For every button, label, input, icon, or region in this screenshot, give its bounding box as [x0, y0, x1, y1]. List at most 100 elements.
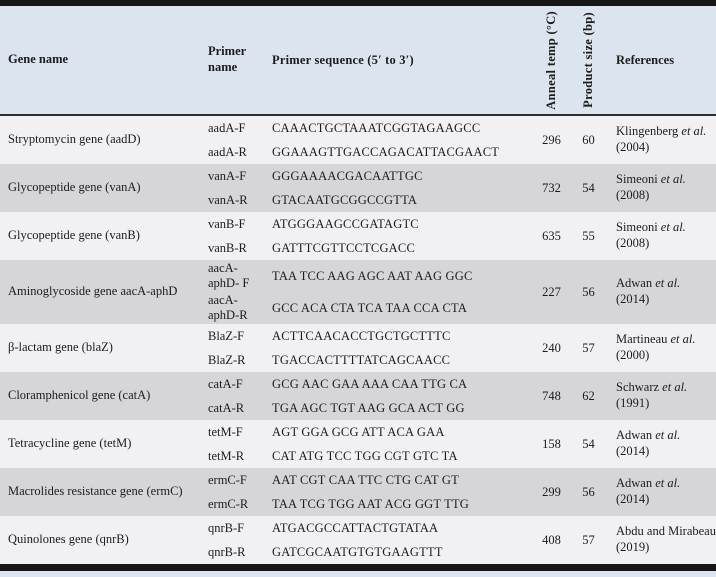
gene-name-cell: Glycopeptide gene (vanB) [8, 228, 140, 243]
primer-sequence: GGAAAGTTGACCAGACATTACGAACT [272, 144, 500, 159]
primer-subrow: ermC-F AAT CGT CAA TTC CTG CAT GT [205, 468, 533, 492]
primer-name: ermC-R [208, 496, 249, 511]
primer-name: BlaZ-R [208, 352, 246, 367]
reference-cell: Simeoni et al. (2008) [607, 164, 716, 212]
reference-etal: et al. [655, 276, 681, 291]
primer-subrow: vanA-R GTACAATGCGGCCGTTA [205, 188, 533, 212]
reference-text: Abdu and Mirabeau (2019) [616, 524, 716, 555]
primer-sequence: GTACAATGCGGCCGTTA [272, 192, 418, 207]
product-size-value: 57 [582, 340, 595, 355]
product-size-value: 55 [582, 228, 595, 243]
reference-author: Klingenberg [616, 124, 679, 139]
primer-group-cell: BlaZ-F ACTTCAACACCTGCTGCTTTC BlaZ-R TGAC… [205, 324, 533, 372]
primer-subrow: BlaZ-R TGACCACTTTTATCAGCAACC [205, 348, 533, 372]
table-row: Macrolides resistance gene (ermC) ermC-F… [0, 468, 716, 516]
reference-author: Simeoni [616, 220, 658, 235]
reference-text: Adwan et al. (2014) [616, 428, 716, 459]
anneal-temp-value: 299 [542, 484, 561, 499]
reference-year: (2008) [616, 236, 650, 250]
primer-sequence: GATTTCGTTCCTCGACC [272, 240, 415, 255]
primer-name: aacA-aphD- F [208, 261, 250, 290]
reference-cell: Martineau et al. (2000) [607, 324, 716, 372]
gene-name-cell: Quinolones gene (qnrB) [8, 532, 129, 547]
reference-author: Abdu and Mirabeau [616, 524, 716, 539]
reference-text: Martineau et al. (2000) [616, 332, 716, 363]
primer-subrow: aacA-aphD-R GCC ACA CTA TCA TAA CCA CTA [205, 292, 533, 324]
gene-name-cell: β-lactam gene (blaZ) [8, 340, 113, 355]
table-top-border [0, 0, 716, 6]
primer-group-cell: ermC-F AAT CGT CAA TTC CTG CAT GT ermC-R… [205, 468, 533, 516]
product-size-value: 57 [582, 532, 595, 547]
primer-name: vanA-F [208, 168, 247, 183]
primer-name: aadA-F [208, 120, 246, 135]
primer-name: qnrB-R [208, 544, 246, 559]
primer-name: aadA-R [208, 144, 247, 159]
primer-group-cell: catA-F GCG AAC GAA AAA CAA TTG CA catA-R… [205, 372, 533, 420]
primer-subrow: aadA-R GGAAAGTTGACCAGACATTACGAACT [205, 140, 533, 164]
column-header-primer-group: Primer name Primer sequence (5′ to 3′) [205, 6, 533, 114]
primer-subrow: vanB-R GATTTCGTTCCTCGACC [205, 236, 533, 260]
column-header-primer-sequence: Primer sequence (5′ to 3′) [272, 52, 414, 67]
reference-year: (2019) [616, 540, 650, 554]
primer-subrow: qnrB-F ATGACGCCATTACTGTATAA [205, 516, 533, 540]
table-row: Glycopeptide gene (vanB) vanB-F ATGGGAAG… [0, 212, 716, 260]
anneal-temp-value: 635 [542, 228, 561, 243]
primer-sequence: AGT GGA GCG ATT ACA GAA [272, 424, 445, 439]
reference-text: Schwarz et al. (1991) [616, 380, 716, 411]
product-size-value: 56 [582, 284, 595, 299]
primer-sequence: ATGACGCCATTACTGTATAA [272, 520, 439, 535]
primer-name: BlaZ-F [208, 328, 245, 343]
reference-year: (2014) [616, 292, 650, 306]
primer-subrow: vanA-F GGGAAAACGACAATTGC [205, 164, 533, 188]
reference-author: Adwan [616, 276, 653, 291]
gene-name-cell: Macrolides resistance gene (ermC) [8, 484, 183, 499]
primer-sequence: TGA AGC TGT AAG GCA ACT GG [272, 400, 465, 415]
primer-sequence: GCC ACA CTA TCA TAA CCA CTA [272, 300, 468, 315]
primer-sequence: TGACCACTTTTATCAGCAACC [272, 352, 451, 367]
primer-group-cell: qnrB-F ATGACGCCATTACTGTATAA qnrB-R GATCG… [205, 516, 533, 564]
primer-name: tetM-R [208, 448, 245, 463]
reference-author: Simeoni [616, 172, 658, 187]
reference-text: Simeoni et al. (2008) [616, 172, 716, 203]
reference-author: Martineau [616, 332, 668, 347]
table-row: Tetracycline gene (tetM) tetM-F AGT GGA … [0, 420, 716, 468]
primer-name: tetM-F [208, 424, 243, 439]
reference-year: (2014) [616, 444, 650, 458]
reference-author: Schwarz [616, 380, 660, 395]
reference-author: Adwan [616, 428, 653, 443]
primer-name: vanA-R [208, 192, 248, 207]
table-row: Cloramphenicol gene (catA) catA-F GCG AA… [0, 372, 716, 420]
reference-year: (2000) [616, 348, 650, 362]
primer-name: qnrB-F [208, 520, 245, 535]
primer-group-cell: tetM-F AGT GGA GCG ATT ACA GAA tetM-R CA… [205, 420, 533, 468]
anneal-temp-value: 748 [542, 388, 561, 403]
reference-etal: et al. [655, 476, 681, 491]
primer-subrow: tetM-F AGT GGA GCG ATT ACA GAA [205, 420, 533, 444]
table-row: Stryptomycin gene (aadD) aadA-F CAAACTGC… [0, 116, 716, 164]
primer-group-cell: aacA-aphD- F TAA TCC AAG AGC AAT AAG GGC… [205, 260, 533, 324]
column-header-gene-name: Gene name [8, 52, 69, 67]
gene-name-cell: Stryptomycin gene (aadD) [8, 132, 141, 147]
table-row: β-lactam gene (blaZ) BlaZ-F ACTTCAACACCT… [0, 324, 716, 372]
reference-cell: Schwarz et al. (1991) [607, 372, 716, 420]
anneal-temp-value: 296 [542, 132, 561, 147]
primer-name: aacA-aphD-R [208, 293, 248, 322]
primer-subrow: aacA-aphD- F TAA TCC AAG AGC AAT AAG GGC [205, 260, 533, 292]
product-size-value: 54 [582, 180, 595, 195]
reference-cell: Simeoni et al. (2008) [607, 212, 716, 260]
primer-sequence: ATGGGAAGCCGATAGTC [272, 216, 419, 231]
primer-sequence: GCG AAC GAA AAA CAA TTG CA [272, 376, 468, 391]
reference-cell: Adwan et al. (2014) [607, 468, 716, 516]
primer-name: vanB-R [208, 240, 247, 255]
reference-cell: Adwan et al. (2014) [607, 420, 716, 468]
column-header-product-size-cell: Product size (bp) [570, 6, 607, 114]
primer-sequence: GATCGCAATGTGTGAAGTTT [272, 544, 443, 559]
header-rule [0, 114, 716, 116]
primer-subrow: tetM-R CAT ATG TCC TGG CGT GTC TA [205, 444, 533, 468]
primer-sequence: TAA TCC AAG AGC AAT AAG GGC [272, 268, 473, 283]
anneal-temp-value: 158 [542, 436, 561, 451]
primer-name: catA-F [208, 376, 243, 391]
column-header-anneal-temp: Anneal temp (°C) [544, 10, 558, 110]
column-header-anneal-temp-cell: Anneal temp (°C) [533, 6, 570, 114]
